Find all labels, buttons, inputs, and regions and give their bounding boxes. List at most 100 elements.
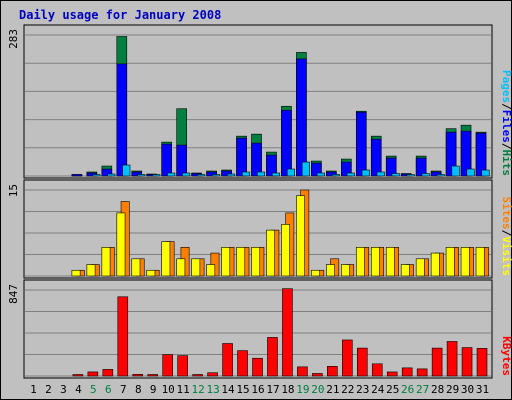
bar-files (281, 109, 292, 177)
bar-sites (296, 195, 305, 277)
bar-files (460, 130, 472, 177)
bar-sites (415, 258, 425, 277)
x-tick-label: 5 (90, 383, 97, 396)
bar-files (221, 170, 232, 177)
bar-pages (301, 161, 310, 177)
bar-kbytes (177, 355, 188, 377)
legend-pages: Pages (500, 70, 512, 103)
legend-files: Files (500, 110, 512, 143)
x-tick-label: 31 (476, 383, 489, 396)
bar-files (326, 171, 337, 177)
bar-files (370, 138, 382, 177)
bar-files (385, 157, 397, 177)
bar-sites (191, 258, 201, 277)
bar-sites (430, 252, 440, 277)
x-tick-label: 9 (150, 383, 157, 396)
x-tick-label: 12 (192, 383, 205, 396)
bar-kbytes (102, 369, 114, 377)
bar-kbytes (222, 343, 233, 377)
x-tick-label: 1 (30, 383, 37, 396)
bar-files (176, 144, 187, 177)
legend: Sites/Visits (500, 197, 512, 277)
bar-files (311, 162, 322, 177)
bar-sites (146, 269, 156, 277)
bar-files (116, 63, 128, 177)
chart-panels: 283Pages/Files/Hits15Sites/Visits847KByt… (7, 24, 512, 379)
bar-kbytes (192, 374, 203, 377)
bar-kbytes (431, 347, 443, 377)
x-tick-label: 11 (177, 383, 190, 396)
bar-files (161, 143, 172, 177)
bar-files (251, 142, 262, 177)
bar-sites (370, 247, 380, 277)
bar-files (445, 131, 457, 177)
bar-sites (400, 264, 410, 277)
bar-kbytes (476, 348, 488, 377)
x-tick-label: 20 (311, 383, 324, 396)
x-tick-label: 18 (281, 383, 294, 396)
bar-kbytes (446, 341, 458, 377)
bar-files (206, 171, 217, 177)
x-tick-label: 14 (221, 383, 235, 396)
bar-kbytes (371, 363, 383, 377)
bar-pages (376, 171, 385, 177)
x-tick-label: 4 (75, 383, 82, 396)
bar-kbytes (132, 374, 144, 377)
bar-sites (71, 269, 81, 277)
bar-kbytes (117, 296, 129, 377)
x-tick-label: 13 (206, 383, 219, 396)
legend-separator: / (500, 103, 512, 110)
x-tick-label: 27 (416, 383, 429, 396)
bar-kbytes (282, 288, 293, 377)
bar-pages (451, 165, 460, 177)
bar-sites (385, 247, 395, 277)
bar-kbytes (237, 350, 248, 377)
bar-sites (475, 247, 485, 277)
bar-pages (316, 172, 325, 177)
x-tick-label: 7 (120, 383, 127, 396)
bar-files (71, 174, 83, 177)
y-axis-max-label: 847 (7, 284, 20, 304)
x-tick-label: 17 (266, 383, 279, 396)
x-tick-label: 21 (326, 383, 339, 396)
bar-kbytes (342, 339, 353, 377)
bar-kbytes (72, 374, 84, 377)
bar-files (430, 171, 442, 177)
bar-pages (271, 172, 281, 177)
bar-pages (286, 168, 295, 177)
bar-pages (436, 174, 445, 177)
bar-sites (116, 212, 126, 277)
bar-files (131, 171, 143, 177)
y-axis-max-label: 283 (7, 29, 20, 49)
bar-files (475, 132, 487, 177)
x-tick-label: 6 (105, 383, 112, 396)
chart-title: Daily usage for January 2008 (19, 8, 221, 22)
bar-sites (206, 264, 216, 277)
bar-sites (86, 264, 96, 277)
bar-kbytes (147, 374, 159, 377)
bar-pages (167, 172, 176, 177)
bar-kbytes (386, 371, 398, 377)
bar-kbytes (327, 366, 338, 377)
x-tick-label: 26 (401, 383, 414, 396)
bar-pages (182, 172, 191, 177)
bar-sites (326, 264, 335, 277)
bar-kbytes (312, 373, 323, 377)
bar-sites (101, 247, 111, 277)
legend: Pages/Files/Hits (500, 70, 512, 176)
bar-files (236, 137, 247, 177)
x-tick-label: 28 (431, 383, 444, 396)
bar-sites (445, 247, 455, 277)
bar-pages (466, 168, 475, 177)
legend-separator: / (500, 230, 512, 237)
bar-files (355, 111, 367, 177)
bar-pages (197, 174, 206, 177)
x-tick-label: 24 (371, 383, 385, 396)
x-tick-label: 22 (341, 383, 354, 396)
bar-pages (212, 174, 221, 177)
legend-hits: Hits (500, 150, 512, 177)
bar-pages (107, 173, 116, 177)
x-tick-label: 3 (60, 383, 67, 396)
